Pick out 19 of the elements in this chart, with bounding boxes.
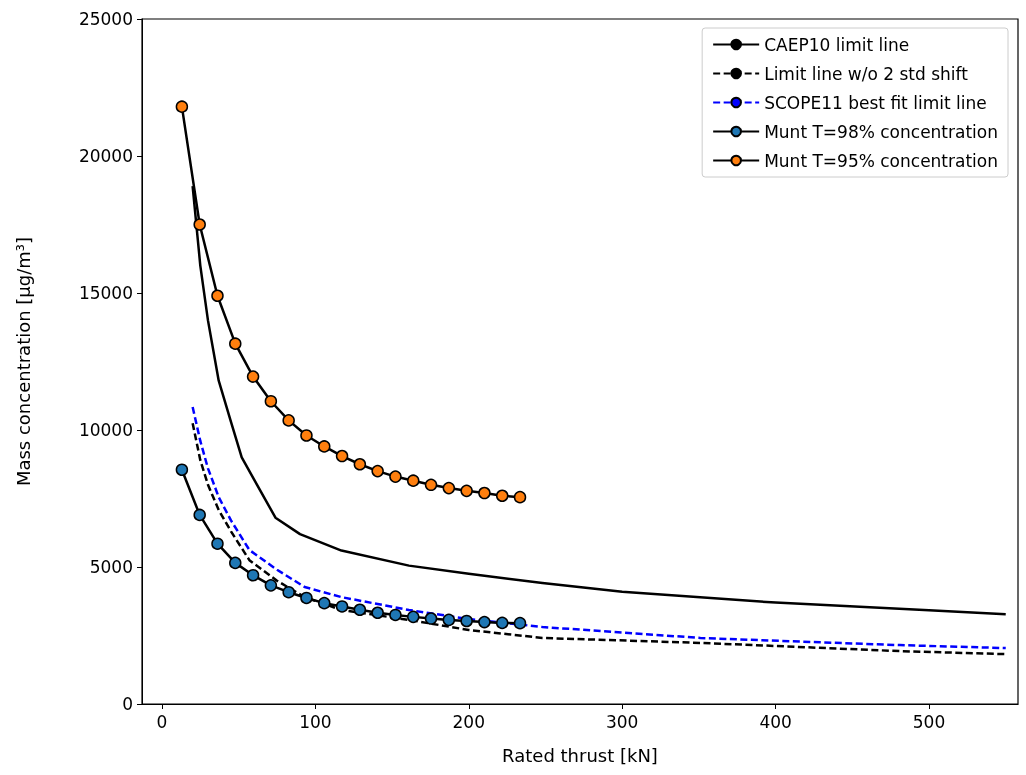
x-tick-label: 400 [759,711,792,732]
y-tick-label: 25000 [78,9,133,29]
legend-label: Limit line w/o 2 std shift [764,63,969,84]
y-axis-title: Mass concentration [μg/m³] [12,236,34,487]
y-tick-label: 20000 [78,146,133,166]
x-tick-label: 300 [605,711,639,732]
x-tick-label: 200 [452,711,485,732]
legend-label: CAEP10 limit line [764,34,910,55]
x-axis-title: Rated thrust [kN] [502,744,658,766]
legend-label: Munt T=95% concentration [764,150,998,171]
x-tick-label: 0 [156,711,168,732]
y-tick-label: 0 [122,694,133,714]
y-tick-label: 5000 [89,557,133,577]
x-tick-label: 500 [912,711,946,732]
legend-label: SCOPE11 best fit limit line [764,92,987,113]
legend-label: Munt T=98% concentration [764,121,998,142]
x-tick-label: 100 [299,711,332,732]
y-tick-label: 10000 [78,420,133,440]
y-tick-label: 15000 [78,283,133,303]
